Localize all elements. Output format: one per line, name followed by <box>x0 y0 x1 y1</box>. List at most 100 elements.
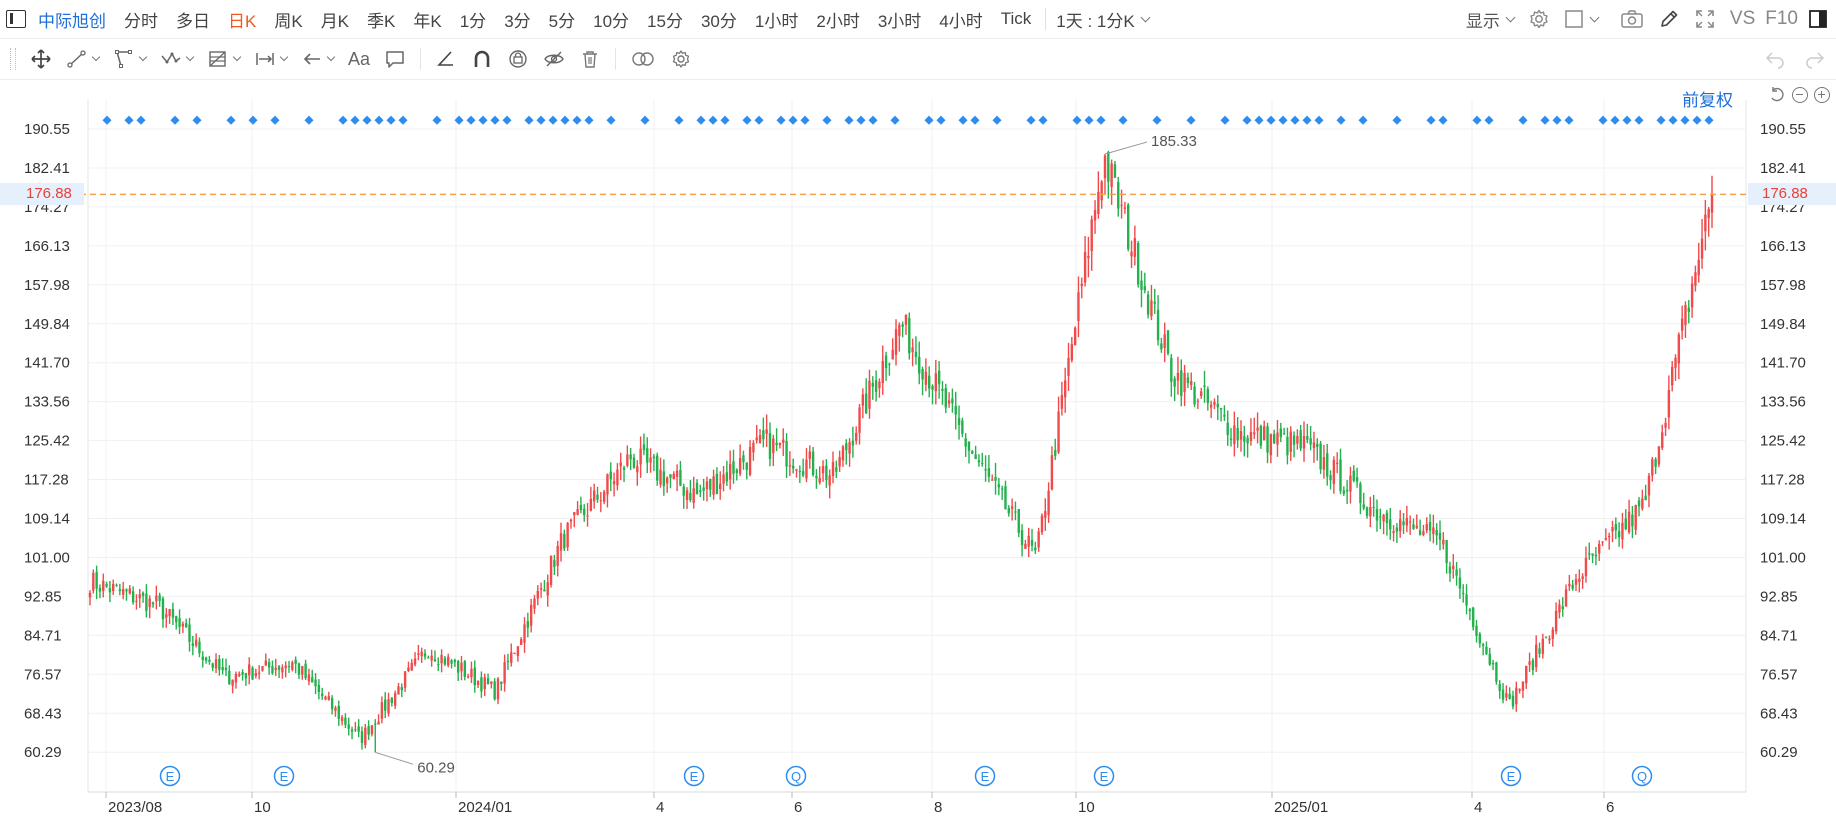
candle-body <box>1408 521 1412 523</box>
period-tab-daily[interactable]: 日K <box>228 11 257 31</box>
candle-body <box>105 584 108 587</box>
candle-body <box>864 393 868 414</box>
move-icon[interactable] <box>30 48 52 70</box>
candle-body <box>1339 459 1342 492</box>
arrow-tool[interactable] <box>301 48 336 70</box>
event-marker-circle <box>1631 765 1653 787</box>
range-select-label: 1天 : 1分K <box>1056 11 1135 31</box>
layout-dropdown[interactable] <box>1564 9 1600 29</box>
period-tab-yearly[interactable]: 年K <box>413 11 442 31</box>
candle-body <box>1352 470 1355 481</box>
period-tab-5min[interactable]: 5分 <box>548 11 576 31</box>
text-tool[interactable]: Aa <box>348 48 371 69</box>
y-tick-label-left: 76.57 <box>24 666 62 683</box>
reset-icon[interactable] <box>1768 86 1786 104</box>
candle-body <box>128 588 132 594</box>
period-tab-weekly[interactable]: 周K <box>274 11 303 31</box>
candle-body <box>450 660 453 664</box>
overlay-compare-icon[interactable] <box>630 48 656 70</box>
signal-diamond-marker <box>606 115 616 125</box>
comment-icon[interactable] <box>384 48 406 70</box>
pattern-tool[interactable] <box>160 48 195 70</box>
candle-body <box>1511 695 1515 707</box>
trash-icon[interactable] <box>579 48 601 70</box>
chart-area[interactable]: 190.55 190.55 182.41 182.41 174.27 174.27 166.… <box>0 80 1836 834</box>
period-tab-10min[interactable]: 10分 <box>593 11 630 31</box>
candle-body <box>181 623 185 627</box>
candle-body <box>884 355 888 369</box>
period-tab-3min[interactable]: 3分 <box>504 11 531 31</box>
period-tab-multiday[interactable]: 多日 <box>176 11 210 31</box>
f10-button[interactable]: F10 <box>1765 8 1798 29</box>
stock-name[interactable]: 中际旭创 <box>38 11 106 31</box>
candle-body <box>1246 437 1249 444</box>
signal-diamond-marker <box>248 115 258 125</box>
camera-icon[interactable] <box>1620 8 1644 30</box>
sidebar-toggle-icon[interactable] <box>6 10 26 28</box>
signal-diamond-marker <box>466 115 476 125</box>
event-marker-label: E <box>166 769 175 784</box>
candle-body <box>1651 459 1654 476</box>
candle-body <box>1478 633 1482 644</box>
channel-tool[interactable] <box>113 48 148 70</box>
pencil-icon[interactable] <box>1658 8 1680 30</box>
candle-body <box>808 451 811 459</box>
zoom-in-icon[interactable] <box>1814 87 1830 103</box>
period-tab-1hour[interactable]: 1小时 <box>754 11 799 31</box>
redo-icon[interactable] <box>1804 49 1826 69</box>
candle-body <box>1694 272 1697 286</box>
candle-body <box>1385 512 1389 524</box>
candle-body <box>112 583 115 592</box>
candle-body <box>317 685 321 693</box>
fullscreen-icon[interactable] <box>1694 8 1716 30</box>
magnet-icon[interactable] <box>471 48 493 70</box>
line-tool[interactable] <box>66 48 101 70</box>
period-tab-monthly[interactable]: 月K <box>320 11 350 31</box>
period-tab-3hour[interactable]: 3小时 <box>877 11 922 31</box>
candle-body <box>1206 389 1210 403</box>
display-dropdown[interactable]: 显示 <box>1466 7 1516 32</box>
candle-body <box>102 580 105 591</box>
candle-body <box>1292 435 1296 445</box>
candle-body <box>1199 391 1203 397</box>
candle-body <box>191 643 195 647</box>
period-tab-15min[interactable]: 15分 <box>647 11 683 31</box>
hide-drawings-icon[interactable] <box>543 48 565 70</box>
signal-diamond-marker <box>1302 115 1312 125</box>
period-tab-fenshi[interactable]: 分时 <box>124 11 158 31</box>
price-adjust-selector[interactable]: 前复权 <box>1682 91 1733 110</box>
candle-body <box>214 659 218 669</box>
candle-body <box>888 363 891 365</box>
vs-compare-button[interactable]: VS <box>1729 8 1756 29</box>
candle-body <box>898 324 901 337</box>
undo-icon[interactable] <box>1764 49 1786 69</box>
candle-body <box>1598 543 1601 554</box>
fibonacci-tool[interactable] <box>207 48 242 70</box>
period-tab-4hour[interactable]: 4小时 <box>939 11 983 31</box>
toolbar-settings-icon[interactable] <box>670 48 692 70</box>
angle-icon[interactable] <box>435 48 457 70</box>
candle-body <box>393 693 397 706</box>
candle-body <box>632 457 636 468</box>
period-tab-1min[interactable]: 1分 <box>459 11 487 31</box>
x-tick-label: 4 <box>1474 799 1482 816</box>
lock-drawings-icon[interactable] <box>507 48 529 70</box>
period-tab-tick[interactable]: Tick <box>1000 9 1032 28</box>
toolbar-grip[interactable] <box>10 48 16 70</box>
period-tab-30min[interactable]: 30分 <box>700 11 737 31</box>
measure-tool[interactable] <box>254 48 289 70</box>
settings-gear-icon[interactable] <box>1528 8 1550 30</box>
candle-body <box>360 731 364 744</box>
period-tab-quarterly[interactable]: 季K <box>367 11 396 31</box>
signal-diamond-marker <box>720 115 730 125</box>
signal-diamond-marker <box>1598 115 1608 125</box>
panel-toggle-icon[interactable] <box>1808 9 1828 29</box>
candle-body <box>642 444 646 451</box>
period-tab-2hour[interactable]: 2小时 <box>816 11 860 31</box>
candle-body <box>811 451 815 475</box>
range-select[interactable]: 1天 : 1分K <box>1056 7 1151 32</box>
candle-body <box>934 373 938 392</box>
candle-body <box>1020 530 1024 546</box>
zoom-out-icon[interactable] <box>1792 87 1808 103</box>
